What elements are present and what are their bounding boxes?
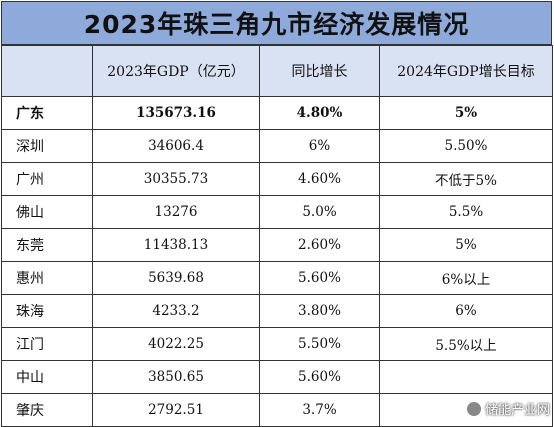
table-row: 东莞 11438.13 2.60% 5% — [1, 228, 553, 262]
table-title-bar: 2023年珠三角九市经济发展情况 — [1, 1, 552, 45]
table-row: 广州 30355.73 4.60% 不低于5% — [1, 162, 553, 196]
cell-growth: 5.60% — [259, 360, 380, 394]
wechat-logo-icon — [465, 400, 482, 417]
table-row: 肇庆 2792.51 3.7% — [1, 393, 553, 427]
cell-gdp: 135673.16 — [92, 96, 260, 130]
cell-growth: 6% — [259, 129, 380, 163]
cell-gdp: 34606.4 — [92, 129, 260, 163]
cell-target: 5.50% — [379, 129, 553, 163]
cell-growth: 4.80% — [259, 96, 380, 130]
cell-city: 佛山 — [1, 195, 93, 229]
cell-gdp: 13276 — [92, 195, 260, 229]
table-row: 深圳 34606.4 6% 5.50% — [1, 129, 553, 163]
cell-target — [379, 360, 553, 394]
cell-gdp: 5639.68 — [92, 261, 260, 295]
cell-city: 江门 — [1, 327, 93, 361]
cell-city: 珠海 — [1, 294, 93, 328]
cell-growth: 4.60% — [259, 162, 380, 196]
table-row: 佛山 13276 5.0% 5.5% — [1, 195, 553, 229]
cell-target: 5% — [379, 228, 553, 262]
table-row: 珠海 4233.2 3.80% 6% — [1, 294, 553, 328]
table-row: 广东 135673.16 4.80% 5% — [1, 96, 553, 130]
watermark-text: 储能产业网 — [484, 403, 550, 418]
table-row: 江门 4022.25 5.50% 5.5%以上 — [1, 327, 553, 361]
cell-gdp: 2792.51 — [92, 393, 260, 427]
cell-growth: 2.60% — [259, 228, 380, 262]
column-header-city — [1, 45, 93, 97]
cell-city: 惠州 — [1, 261, 93, 295]
cell-city: 中山 — [1, 360, 93, 394]
table-title: 2023年珠三角九市经济发展情况 — [83, 10, 470, 39]
cell-target: 6% — [379, 294, 553, 328]
column-header-gdp: 2023年GDP（亿元） — [92, 45, 260, 97]
cell-gdp: 11438.13 — [92, 228, 260, 262]
cell-gdp: 30355.73 — [92, 162, 260, 196]
watermark: 储能产业网 — [465, 399, 550, 418]
cell-gdp: 4022.25 — [92, 327, 260, 361]
cell-target: 5.5% — [379, 195, 553, 229]
column-header-target: 2024年GDP增长目标 — [379, 45, 553, 97]
table-row: 中山 3850.65 5.60% — [1, 360, 553, 394]
column-header-growth: 同比增长 — [259, 45, 380, 97]
cell-gdp: 4233.2 — [92, 294, 260, 328]
cell-target: 6%以上 — [379, 261, 553, 295]
cell-city: 深圳 — [1, 129, 93, 163]
cell-gdp: 3850.65 — [92, 360, 260, 394]
cell-city: 广东 — [1, 96, 93, 130]
gdp-table: 2023年GDP（亿元） 同比增长 2024年GDP增长目标 广东 135673.… — [1, 45, 553, 427]
cell-city: 肇庆 — [1, 393, 93, 427]
table-row: 惠州 5639.68 5.60% 6%以上 — [1, 261, 553, 295]
header-row: 2023年GDP（亿元） 同比增长 2024年GDP增长目标 — [1, 45, 553, 97]
cell-growth: 5.50% — [259, 327, 380, 361]
cell-growth: 3.80% — [259, 294, 380, 328]
cell-target: 不低于5% — [379, 162, 553, 196]
cell-target: 5.5%以上 — [379, 327, 553, 361]
cell-growth: 5.60% — [259, 261, 380, 295]
cell-growth: 5.0% — [259, 195, 380, 229]
cell-city: 广州 — [1, 162, 93, 196]
cell-city: 东莞 — [1, 228, 93, 262]
cell-target: 5% — [379, 96, 553, 130]
